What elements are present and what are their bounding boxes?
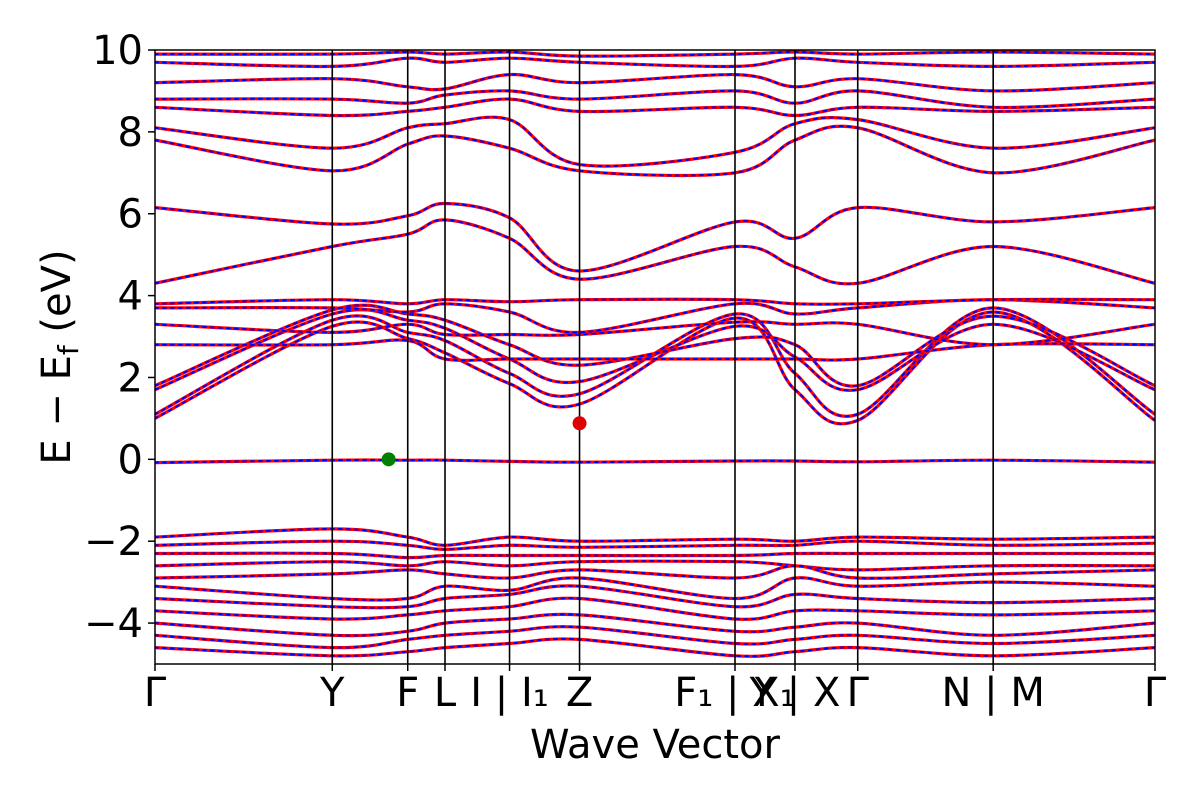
band-14-spin-down (155, 98, 1155, 117)
y-tick-label: −4 (84, 601, 143, 647)
x-tick-label: Y | X (749, 670, 841, 716)
y-axis-title-main: E − E (34, 355, 80, 465)
x-tick-label: Γ (1144, 670, 1167, 716)
band-12-spin-down (155, 125, 1155, 177)
band-11-spin-up (155, 201, 1155, 273)
band-5-spin-down (155, 304, 1155, 387)
band-18-spin-down (155, 50, 1155, 58)
y-tick-label: 6 (118, 192, 143, 238)
y-axis-ticks: 10 8 6 4 2 0 −2 −4 (84, 28, 155, 647)
x-tick-label: F₁ | X₁ (674, 670, 795, 716)
band-17-spin-up (155, 56, 1155, 69)
band-26-spin-down (155, 597, 1155, 621)
y-tick-label: 8 (118, 110, 143, 156)
band-9-spin-down (155, 298, 1155, 306)
band-29-spin-down (155, 637, 1155, 658)
band-13-spin-down (155, 116, 1155, 168)
band-6-spin-down (155, 339, 1155, 362)
vbm-marker (381, 452, 396, 467)
x-tick-label: N | M (942, 670, 1045, 716)
band-13-spin-up (155, 115, 1155, 168)
band-28-spin-down (155, 625, 1155, 649)
kpoint-lines (331, 50, 994, 664)
y-tick-label: 10 (92, 28, 143, 74)
y-axis-title-unit: (eV) (34, 249, 80, 345)
x-tick-label: F (396, 670, 419, 716)
band-23-spin-up (155, 564, 1155, 580)
band-10-spin-down (155, 218, 1155, 285)
band-2-spin-down (155, 310, 1155, 425)
x-tick-label: I | I₁ (470, 670, 549, 716)
band-16-spin-down (155, 73, 1155, 92)
cbm-marker (572, 416, 587, 431)
band-7-spin-down (155, 320, 1155, 346)
band-15-spin-up (155, 89, 1155, 110)
plot-frame (154, 49, 1156, 665)
band-19-spin-down (155, 527, 1155, 547)
extrema-markers (381, 416, 587, 467)
x-tick-label: Z (566, 670, 593, 716)
band-27-spin-down (155, 613, 1155, 637)
y-tick-label: 2 (118, 355, 143, 401)
band-28-spin-up (155, 625, 1155, 650)
x-tick-label: L (434, 670, 457, 716)
x-axis-title: Wave Vector (530, 722, 781, 768)
y-tick-label: −2 (84, 519, 143, 565)
band-4-spin-down (155, 308, 1155, 392)
band-17-spin-down (155, 57, 1155, 68)
band-25-spin-down (155, 584, 1155, 609)
bands-layer (155, 50, 1155, 658)
band-1-spin-down (155, 458, 1155, 464)
band-24-spin-down (155, 576, 1155, 602)
band-22-spin-down (155, 560, 1155, 571)
y-tick-label: 4 (118, 274, 143, 320)
band-21-spin-down (155, 552, 1155, 559)
band-11-spin-down (155, 202, 1155, 273)
y-axis-title: E − Ef (eV) (34, 249, 85, 464)
y-axis-title-subscript: f (52, 344, 85, 355)
band-16-spin-up (155, 72, 1155, 93)
band-20-spin-down (155, 540, 1155, 551)
y-tick-label: 0 (118, 437, 143, 483)
band-23-spin-down (155, 564, 1155, 580)
x-tick-label: Y (319, 670, 345, 716)
x-tick-label: Γ (847, 670, 870, 716)
band-15-spin-down (155, 89, 1155, 109)
x-tick-label: Γ (144, 670, 167, 716)
band-4-spin-up (155, 308, 1155, 393)
